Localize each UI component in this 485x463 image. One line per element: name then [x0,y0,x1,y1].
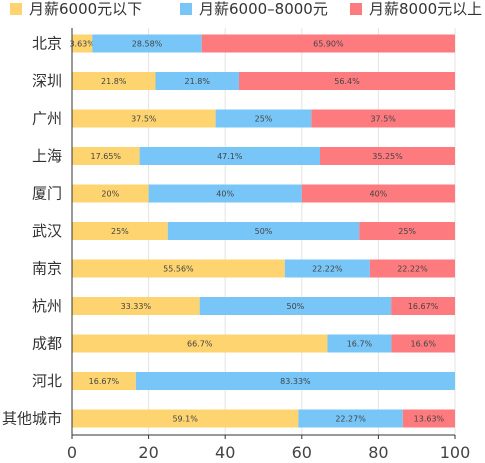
bar-value-label: 35.25% [372,152,403,161]
bar-segment [72,222,168,240]
legend-swatch-2 [180,3,192,15]
bar-value-label: 50% [287,302,305,311]
bar-segment [238,72,455,90]
bar-segment [369,259,455,278]
bar-value-label: 25% [398,227,416,236]
x-tick-label: 80 [368,443,388,462]
bar-value-label: 16.67% [408,302,439,311]
bar-value-label: 22.22% [397,265,428,274]
bar-segment [92,34,202,53]
bar-segment [72,34,93,53]
bar-segment [72,147,140,165]
bar-value-label: 16.6% [411,340,437,349]
bar-segment [72,372,136,390]
bar-segment [298,409,403,428]
category-label: 厦门 [32,185,62,203]
category-label: 深圳 [32,72,62,90]
bar-segment [135,372,455,390]
bar-segment [391,334,455,353]
bar-value-label: 37.5% [131,115,157,124]
bar-value-label: 13.63% [414,415,445,424]
bar-segment [72,184,149,203]
bar-value-label: 37.5% [370,115,396,124]
bar-segment [201,34,455,53]
bar-value-label: 3.63% [69,40,95,49]
bar-segment [319,147,455,165]
bar-segment [199,297,392,315]
bar-value-label: 25% [111,227,129,236]
bar-segment [155,72,239,90]
bar-segment [311,109,455,128]
legend-swatch-3 [350,3,362,15]
bar-segment [215,109,312,128]
bar-value-label: 33.33% [121,302,152,311]
legend-label-2: 月薪6000–8000元 [199,0,328,18]
bar-segment [72,109,216,128]
bar-value-label: 22.27% [335,415,366,424]
bar-value-label: 66.7% [187,340,213,349]
legend-label-1: 月薪6000元以下 [29,0,142,18]
x-tick-label: 60 [292,443,312,462]
legend-swatch-1 [10,3,22,15]
bar-value-label: 40% [216,190,234,199]
bar-segment [72,334,328,353]
legend: 月薪6000元以下 月薪6000–8000元 月薪8000元以上 [10,0,482,18]
category-label: 广州 [32,110,62,128]
bar-value-label: 17.65% [91,152,122,161]
x-tick-label: 0 [67,443,77,462]
bar-value-label: 21.8% [185,77,211,86]
bar-segment [301,184,455,203]
bar-value-label: 56.4% [334,77,360,86]
bar-value-label: 83.33% [280,377,311,386]
bar-segment [72,72,156,90]
bar-segment [72,297,200,315]
category-label: 杭州 [32,297,62,315]
bar-value-label: 59.1% [172,415,198,424]
bar-segment [391,297,455,315]
legend-label-3: 月薪8000元以上 [369,0,482,18]
x-tick-label: 40 [215,443,235,462]
bar-value-label: 16.7% [347,340,373,349]
bar-segment [72,259,285,278]
bar-value-label: 20% [101,190,119,199]
bar-value-label: 16.67% [89,377,120,386]
category-label: 河北 [32,372,62,390]
bar-value-label: 65.90% [313,40,344,49]
bar-segment [148,184,302,203]
bar-segment [402,409,455,428]
bars: 3.63% 28.58% 65.90% 21.8% 21.8% 56.4% 37.5% 25%… [69,34,455,428]
bar-segment [284,259,370,278]
bar-value-label: 22.22% [312,265,343,274]
bar-segment [72,409,299,428]
bar-value-label: 55.56% [163,265,194,274]
category-label: 武汉 [32,222,62,240]
bar-value-label: 40% [370,190,388,199]
bar-value-label: 21.8% [101,77,127,86]
bar-segment [167,222,360,240]
category-label: 北京 [32,35,62,53]
x-axis: 0 20 40 60 80 100 [67,28,470,462]
category-label: 其他城市 [2,410,62,428]
bar-value-label: 50% [255,227,273,236]
bar-value-label: 47.1% [217,152,243,161]
bar-segment [327,334,392,353]
bar-segment [359,222,455,240]
x-tick-label: 20 [138,443,158,462]
bar-value-label: 28.58% [132,40,163,49]
category-label: 南京 [32,260,62,278]
bar-value-label: 25% [255,115,273,124]
category-label: 上海 [32,147,62,165]
bar-segment [139,147,320,165]
x-tick-label: 100 [440,443,471,462]
category-label: 成都 [32,335,62,353]
